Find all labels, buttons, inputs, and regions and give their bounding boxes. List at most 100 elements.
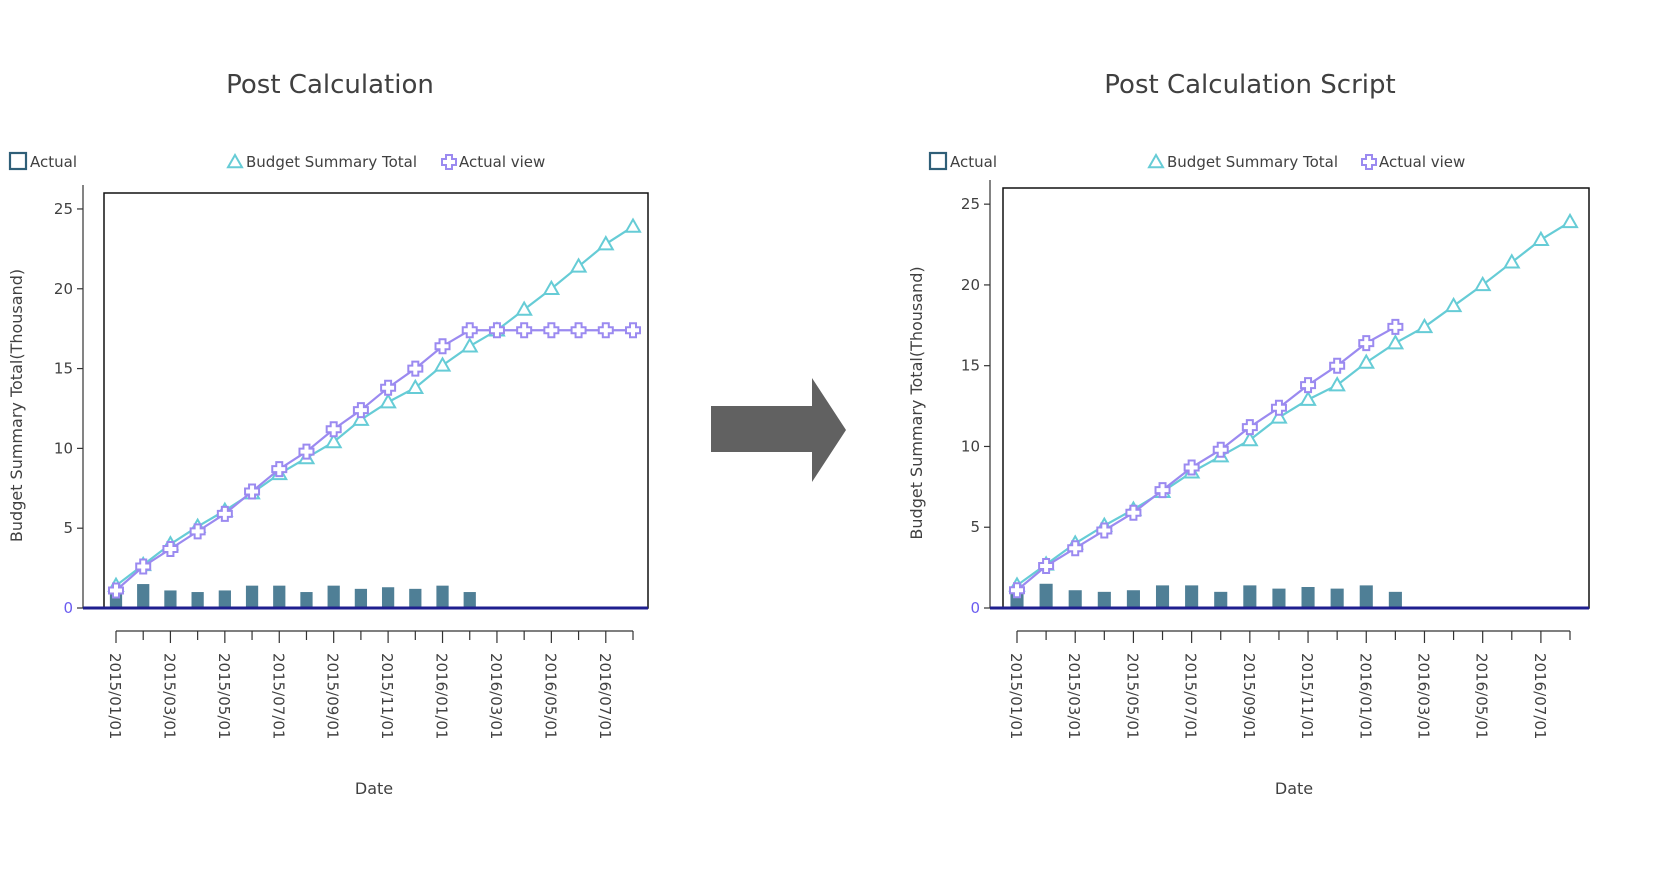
bar-actual bbox=[273, 585, 286, 608]
point-actual-view bbox=[570, 322, 587, 339]
point-actual-view bbox=[1358, 335, 1375, 352]
point-actual-view bbox=[216, 505, 233, 522]
x-tick-label: 2015/11/01 bbox=[1298, 653, 1316, 739]
bar-actual bbox=[1243, 585, 1257, 608]
x-tick-label: 2016/07/01 bbox=[1531, 653, 1549, 739]
point-actual-view bbox=[488, 322, 505, 339]
chart-post-calculation: Post Calculation Actual Budget Summary Tot… bbox=[7, 70, 649, 798]
y-axis-title: Budget Summary Total(Thousand) bbox=[907, 266, 926, 539]
point-budget-summary-total bbox=[352, 410, 370, 426]
bar-actual bbox=[381, 587, 395, 608]
x-tick-label: 2015/01/01 bbox=[1007, 653, 1025, 739]
chart-title: Post Calculation bbox=[226, 70, 434, 100]
legend-budget-summary-total-label: Budget Summary Total bbox=[1167, 153, 1338, 171]
series-actual-bars bbox=[109, 584, 476, 608]
legend-actual-view-swatch bbox=[1361, 154, 1377, 170]
bar-actual bbox=[1039, 583, 1053, 608]
point-actual-view bbox=[108, 582, 124, 599]
bar-actual bbox=[1359, 585, 1373, 608]
point-actual-view bbox=[1241, 419, 1258, 436]
plot-area-frame bbox=[103, 192, 649, 609]
bar-actual bbox=[354, 588, 368, 608]
point-actual-view bbox=[1183, 459, 1200, 476]
series-budget-summary-total bbox=[107, 217, 642, 592]
point-actual-view bbox=[1212, 441, 1229, 458]
point-budget-summary-total bbox=[324, 432, 343, 449]
point-actual-view bbox=[543, 322, 560, 339]
x-tick-label: 2016/07/01 bbox=[596, 653, 614, 739]
legend-actual-view-swatch bbox=[441, 154, 457, 170]
bar-actual bbox=[1155, 585, 1170, 608]
point-actual-view bbox=[1270, 399, 1287, 416]
point-actual-view bbox=[407, 360, 424, 377]
x-axis-title: Date bbox=[355, 779, 393, 798]
bar-actual bbox=[245, 585, 259, 608]
legend-actual-label: Actual bbox=[30, 153, 77, 171]
x-tick-label: 2016/01/01 bbox=[1356, 653, 1374, 739]
bar-actual bbox=[1097, 591, 1111, 608]
legend-actual-label: Actual bbox=[950, 153, 997, 171]
bar-actual bbox=[1068, 590, 1082, 608]
point-budget-summary-total bbox=[379, 393, 397, 409]
y-tick-label: 0 bbox=[970, 599, 980, 617]
point-budget-summary-total bbox=[406, 378, 425, 394]
point-actual-view bbox=[162, 540, 179, 557]
legend-actual-swatch bbox=[928, 151, 948, 171]
point-actual-view bbox=[1300, 377, 1317, 394]
point-actual-view bbox=[1125, 504, 1142, 521]
x-tick-label: 2016/03/01 bbox=[487, 653, 505, 739]
x-tick-label: 2015/11/01 bbox=[378, 653, 396, 739]
bar-actual bbox=[1301, 587, 1315, 608]
legend-actual-swatch bbox=[8, 151, 28, 171]
point-budget-summary-total bbox=[624, 217, 642, 233]
series-actual-view bbox=[1009, 318, 1404, 599]
bar-actual bbox=[463, 592, 476, 608]
point-actual-view bbox=[189, 523, 206, 540]
y-tick-label: 5 bbox=[970, 518, 980, 536]
point-budget-summary-total bbox=[1241, 430, 1259, 447]
x-axis-title: Date bbox=[1275, 779, 1313, 798]
x-tick-label: 2015/03/01 bbox=[160, 653, 178, 739]
bar-actual bbox=[1214, 591, 1228, 608]
x-axis: 2015/01/01 2015/03/01 2015/05/01 2015/07/01… bbox=[1007, 630, 1571, 739]
point-budget-summary-total bbox=[1561, 212, 1579, 229]
y-tick-label: 25 bbox=[54, 200, 73, 218]
series-actual-bars bbox=[1010, 583, 1402, 608]
point-actual-view bbox=[1038, 558, 1055, 574]
bar-actual bbox=[164, 590, 177, 608]
x-tick-label: 2015/01/01 bbox=[106, 653, 124, 739]
x-tick-label: 2015/07/01 bbox=[269, 653, 287, 739]
point-budget-summary-total bbox=[1415, 317, 1434, 334]
x-tick-label: 2016/03/01 bbox=[1414, 653, 1432, 739]
point-budget-summary-total bbox=[1386, 334, 1405, 350]
point-actual-view bbox=[1387, 318, 1404, 335]
point-budget-summary-total bbox=[1444, 296, 1463, 313]
y-tick-label: 20 bbox=[54, 280, 73, 298]
point-actual-view bbox=[298, 443, 315, 460]
x-tick-label: 2015/05/01 bbox=[1123, 653, 1141, 739]
bar-actual bbox=[1272, 588, 1286, 608]
x-tick-label: 2015/09/01 bbox=[324, 653, 342, 739]
point-budget-summary-total bbox=[597, 235, 615, 251]
chart-post-calculation-script: Post Calculation Script Actual Budget Summ… bbox=[907, 70, 1590, 798]
y-tick-label: 25 bbox=[961, 195, 980, 213]
point-budget-summary-total bbox=[461, 337, 479, 353]
point-budget-summary-total bbox=[569, 257, 588, 273]
transition-arrow bbox=[711, 378, 846, 482]
x-tick-label: 2015/09/01 bbox=[1240, 653, 1258, 739]
point-actual-view bbox=[1009, 582, 1025, 599]
point-actual-view bbox=[325, 421, 342, 438]
point-actual-view bbox=[434, 338, 451, 355]
series-actual-view bbox=[108, 322, 641, 599]
x-tick-label: 2016/01/01 bbox=[433, 653, 451, 739]
point-actual-view bbox=[352, 402, 369, 419]
point-budget-summary-total bbox=[1270, 408, 1288, 424]
legend-actual-view-label: Actual view bbox=[459, 153, 545, 171]
x-tick-label: 2016/05/01 bbox=[1473, 653, 1491, 739]
bar-actual bbox=[1388, 591, 1402, 608]
point-actual-view bbox=[461, 322, 478, 339]
series-budget-summary-total bbox=[1008, 212, 1579, 592]
legend-budget-summary-total-label: Budget Summary Total bbox=[246, 153, 417, 171]
point-actual-view bbox=[1067, 540, 1084, 557]
point-actual-view bbox=[135, 558, 152, 575]
